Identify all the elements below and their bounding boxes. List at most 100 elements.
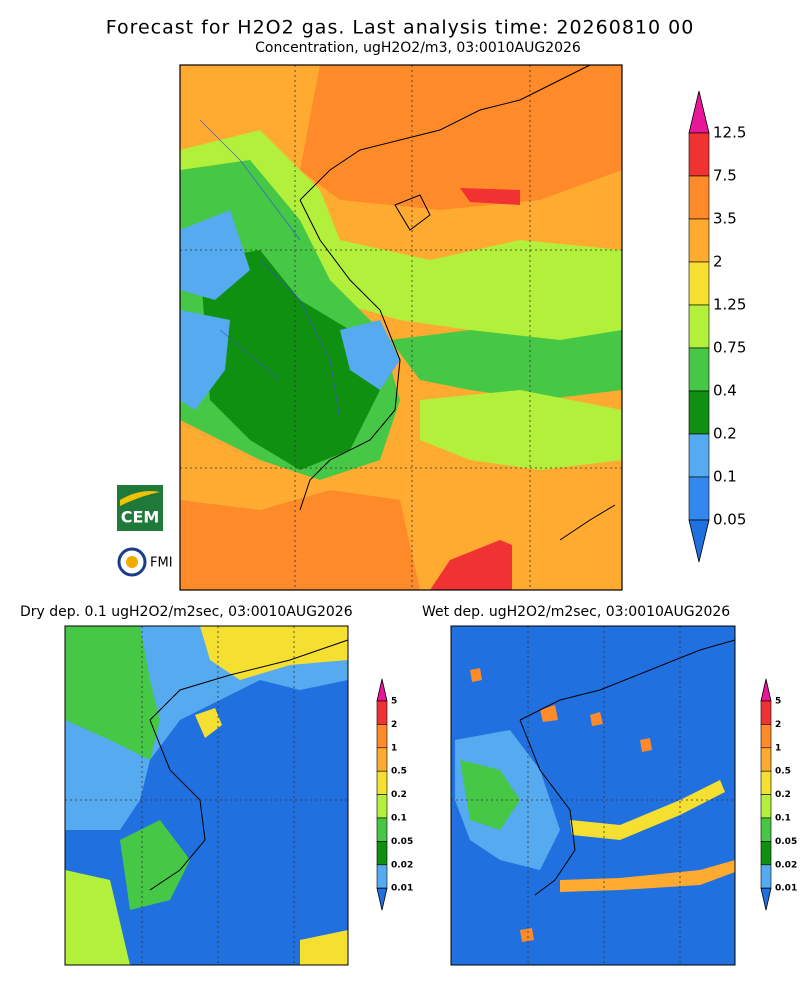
coastline — [299, 199, 401, 511]
coastline — [519, 639, 736, 896]
region — [120, 820, 190, 910]
rivers — [199, 119, 341, 421]
colorbar-label: 0.75 — [713, 339, 746, 357]
colorbar-label: 5 — [391, 697, 397, 707]
colorbar-segment — [376, 817, 388, 842]
region — [195, 708, 222, 738]
colorbar-segment — [760, 770, 772, 795]
coastline — [394, 194, 431, 231]
wet-title: Wet dep. ugH2O2/m2sec, 03:0010AUG2026 — [422, 604, 730, 620]
map-frame — [64, 625, 349, 966]
region — [180, 490, 420, 590]
region — [180, 130, 622, 350]
region — [570, 780, 725, 840]
colorbar-segment — [688, 218, 710, 263]
colorbar-label: 2 — [775, 720, 781, 730]
colorbar-segment — [760, 747, 772, 772]
colorbar-label: 0.1 — [713, 468, 737, 486]
colorbar-segment — [688, 304, 710, 349]
colorbar-segment — [688, 175, 710, 220]
colorbar-label: 0.02 — [775, 860, 797, 870]
region — [420, 390, 622, 470]
subtitle: Concentration, ugH2O2/m3, 03:0010AUG2026 — [255, 40, 581, 56]
colorbar-label: 5 — [775, 697, 781, 707]
region — [200, 626, 348, 680]
dry-title: Dry dep. 0.1 ugH2O2/m2sec, 03:0010AUG202… — [20, 604, 353, 620]
colorbar-bottom-arrow — [376, 887, 388, 911]
colorbar-label: 7.5 — [713, 167, 737, 185]
logo-text: CEM — [121, 508, 160, 527]
coastline — [149, 639, 349, 891]
region — [460, 760, 520, 830]
colorbar-label: 0.05 — [775, 837, 797, 847]
colorbar-label: 0.1 — [775, 814, 791, 824]
region — [460, 188, 520, 205]
main-map — [179, 64, 623, 591]
colorbar-label: 0.5 — [775, 767, 791, 777]
region — [300, 65, 622, 210]
colorbar-label: 0.01 — [391, 884, 413, 894]
colorbar-label: 3.5 — [713, 210, 737, 228]
colorbar-label: 2 — [713, 253, 723, 271]
colorbar-segment — [688, 347, 710, 392]
colorbar-segment — [760, 864, 772, 889]
region — [430, 540, 512, 590]
colorbar-top-arrow — [688, 90, 710, 134]
dry-map — [64, 625, 349, 966]
colorbar-segment — [376, 700, 388, 725]
map-frame — [179, 64, 623, 591]
colorbar-segment — [376, 841, 388, 866]
colorbar-label: 1 — [391, 743, 397, 753]
colorbar-segment — [376, 864, 388, 889]
cem-logo: CEM — [117, 485, 163, 531]
wet-map — [450, 625, 736, 966]
colorbar-label: 0.4 — [713, 382, 737, 400]
colorbar-label: 0.01 — [775, 884, 797, 894]
colorbar-bottom-arrow — [688, 519, 710, 563]
colorbar-label: 1.25 — [713, 296, 746, 314]
colorbar-label: 0.5 — [391, 767, 407, 777]
colorbar-segment — [760, 841, 772, 866]
colorbar-segment — [376, 794, 388, 819]
colorbar-label: 0.02 — [391, 860, 413, 870]
colorbar-label: 0.2 — [775, 790, 791, 800]
colorbar-bottom-arrow — [760, 887, 772, 911]
colorbar-segment — [760, 724, 772, 749]
colorbar-label: 1 — [775, 743, 781, 753]
region — [200, 250, 380, 470]
logo-swoosh — [120, 491, 160, 506]
colorbar-top-arrow — [760, 678, 772, 702]
region — [390, 330, 622, 400]
colorbar-segment — [760, 817, 772, 842]
coastline — [559, 504, 616, 541]
colorbar-label: 12.5 — [713, 124, 746, 142]
colorbar-segment — [688, 132, 710, 177]
colorbar-segment — [688, 476, 710, 521]
region — [560, 860, 735, 892]
colorbar-label: 2 — [391, 720, 397, 730]
colorbar-segment — [376, 747, 388, 772]
region — [300, 930, 348, 965]
colorbar-segment — [688, 261, 710, 306]
colorbar-top-arrow — [376, 678, 388, 702]
map-frame — [450, 625, 736, 966]
region — [340, 320, 400, 390]
colorbar-segment — [688, 390, 710, 435]
colorbar-segment — [376, 724, 388, 749]
colorbar-segment — [760, 700, 772, 725]
region — [180, 210, 250, 300]
colorbar-label: 0.1 — [391, 814, 407, 824]
region — [65, 626, 160, 760]
region — [180, 310, 230, 410]
colorbar-segment — [688, 433, 710, 478]
logo-ring — [117, 547, 147, 577]
coastline — [299, 64, 591, 201]
region — [65, 870, 130, 965]
colorbar-segment — [376, 770, 388, 795]
logo-text: FMI — [150, 556, 173, 571]
colorbar-segment — [760, 794, 772, 819]
colorbar-label: 0.05 — [391, 837, 413, 847]
fmi-logo: FMI — [117, 547, 173, 577]
